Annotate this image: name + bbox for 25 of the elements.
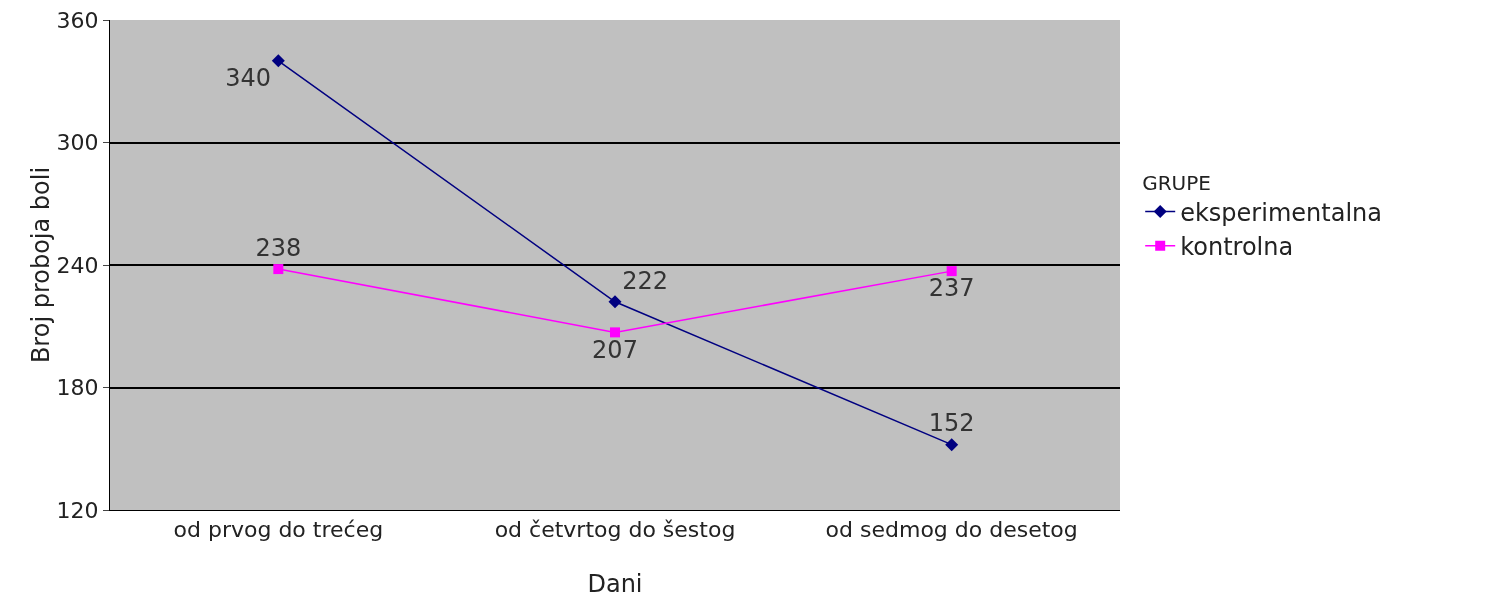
point — [271, 54, 285, 68]
point — [608, 295, 622, 309]
y-tick-label: 180 — [56, 375, 99, 401]
data-label: 340 — [225, 64, 272, 93]
legend-label: eksperimentalna — [1180, 198, 1382, 227]
point — [946, 266, 957, 277]
data-label: 222 — [622, 266, 669, 295]
y-tick-label: 360 — [56, 7, 99, 33]
point — [945, 438, 959, 452]
y-tick-label: 120 — [56, 497, 99, 523]
y-tick-label: 300 — [56, 130, 99, 156]
point — [273, 264, 284, 275]
x-tick-label: od prvog do trećeg — [173, 517, 384, 543]
data-label: 238 — [255, 233, 302, 262]
point — [610, 327, 620, 338]
data-label: 237 — [928, 274, 975, 303]
x-tick-label: od četvrtog do šestog — [494, 517, 736, 543]
y-tick-label: 240 — [56, 252, 99, 278]
data-label: 207 — [592, 335, 638, 364]
legend-label: kontrolna — [1180, 233, 1294, 262]
data-label: 152 — [928, 409, 975, 438]
legend-title: GRUPE — [1142, 170, 1211, 195]
y-axis-title: Broj proboja boli — [26, 166, 55, 364]
x-tick-label: od sedmog do desetog — [825, 517, 1078, 543]
x-axis-title: Dani — [587, 570, 643, 598]
